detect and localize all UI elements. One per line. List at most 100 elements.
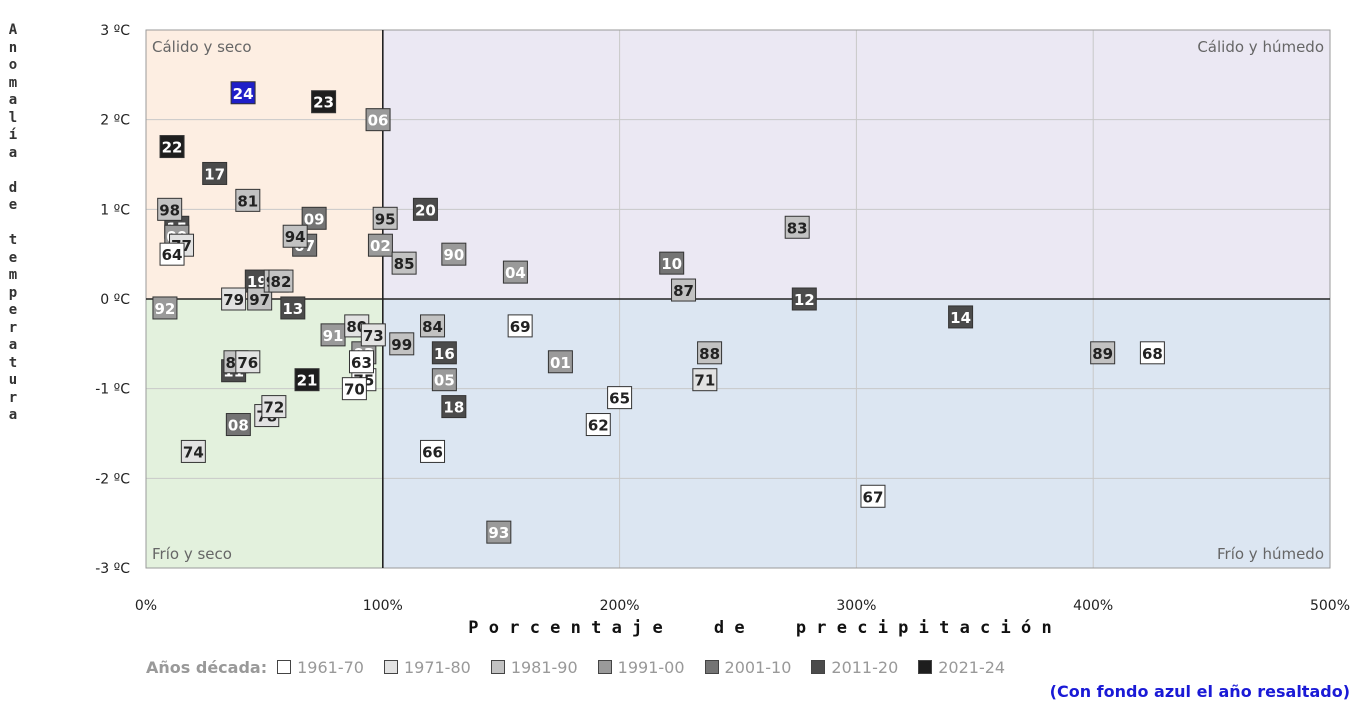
- data-point-85: 85: [391, 251, 417, 275]
- point-label: 24: [233, 85, 254, 103]
- data-point-68: 68: [1139, 341, 1165, 365]
- point-marker: [391, 251, 417, 275]
- data-point-90: 90: [441, 242, 467, 266]
- point-label: 93: [488, 524, 509, 542]
- point-label: 70: [344, 381, 365, 399]
- data-point-23: 23: [311, 90, 337, 114]
- data-point-65: 65: [607, 386, 633, 410]
- point-label: 22: [162, 139, 183, 157]
- data-point-02: 02: [367, 233, 393, 257]
- point-marker: [659, 251, 685, 275]
- point-marker: [294, 368, 320, 392]
- y-tick-label: 1 ºC: [100, 202, 130, 218]
- point-marker: [235, 350, 261, 374]
- point-marker: [152, 296, 178, 320]
- point-marker: [225, 413, 251, 437]
- y-axis-title-char: d: [8, 179, 18, 196]
- y-tick-label: -2 ºC: [95, 471, 130, 487]
- legend-swatch: [918, 660, 933, 674]
- point-marker: [365, 108, 391, 132]
- data-point-63: 63: [348, 350, 374, 374]
- data-point-66: 66: [420, 439, 446, 463]
- legend-swatch: [383, 660, 398, 674]
- point-label: 79: [223, 291, 244, 309]
- y-axis-title-char: a: [8, 144, 18, 161]
- legend-item: 1971-80: [383, 657, 471, 677]
- point-label: 05: [434, 372, 455, 390]
- point-marker: [948, 305, 974, 329]
- point-label: 97: [249, 291, 270, 309]
- legend-swatch: [704, 660, 719, 674]
- point-label: 10: [661, 255, 682, 273]
- point-label: 84: [422, 318, 443, 336]
- y-axis-title-char: o: [8, 57, 18, 73]
- y-axis-title-char: e: [8, 197, 18, 213]
- legend-item: 1961-70: [277, 658, 364, 677]
- data-point-98: 98: [157, 197, 183, 221]
- y-axis-title-char: t: [8, 354, 18, 371]
- point-label: 85: [394, 255, 415, 273]
- point-label: 88: [699, 345, 720, 363]
- point-label: 18: [443, 399, 464, 417]
- data-point-22: 22: [159, 135, 185, 159]
- data-point-21: 21: [294, 368, 320, 392]
- point-label: 13: [282, 300, 303, 318]
- point-label: 65: [609, 390, 630, 408]
- data-point-99: 99: [389, 332, 415, 356]
- y-tick-label: 0 ºC: [100, 292, 130, 308]
- point-label: 68: [1142, 345, 1163, 363]
- point-label: 74: [183, 443, 204, 461]
- data-point-10: 10: [659, 251, 685, 275]
- point-label: 76: [237, 354, 258, 372]
- y-axis-title-char: u: [8, 372, 18, 388]
- data-point-08: 08: [225, 413, 251, 437]
- point-label: 99: [391, 336, 412, 354]
- data-point-83: 83: [784, 215, 810, 239]
- point-marker: [697, 341, 723, 365]
- legend-label: 1971-80: [403, 657, 471, 677]
- point-marker: [235, 188, 261, 212]
- data-point-88: 88: [697, 341, 723, 365]
- point-label: 92: [155, 300, 176, 318]
- y-axis-title-char: l: [8, 109, 18, 126]
- y-axis-title-char: [0, 162, 26, 180]
- point-label: 90: [443, 246, 464, 264]
- point-label: 17: [204, 165, 225, 183]
- y-axis-title-char: a: [8, 92, 18, 108]
- legend-item: 2021-24: [918, 658, 1005, 677]
- data-point-95: 95: [372, 206, 398, 230]
- data-point-17: 17: [202, 161, 228, 185]
- data-point-14: 14: [948, 305, 974, 329]
- y-axis-title-char: a: [8, 337, 18, 353]
- data-point-93: 93: [486, 520, 512, 544]
- point-marker: [420, 439, 446, 463]
- data-point-81: 81: [235, 188, 261, 212]
- point-marker: [441, 242, 467, 266]
- point-label: 21: [297, 372, 318, 390]
- y-axis-title-char: m: [8, 74, 18, 91]
- quadrant-2: [146, 299, 383, 568]
- point-label: 94: [285, 228, 306, 246]
- point-marker: [230, 81, 256, 105]
- point-marker: [502, 260, 528, 284]
- point-marker: [692, 368, 718, 392]
- data-point-19: 19: [244, 269, 270, 293]
- x-axis-title: P o r c e n t a j e d e p r e c i p i t …: [468, 618, 1052, 638]
- legend-swatch: [597, 660, 612, 674]
- legend-note: (Con fondo azul el año resaltado): [1049, 682, 1350, 701]
- point-label: 64: [162, 246, 183, 264]
- legend-label: 1981-90: [510, 657, 578, 677]
- point-marker: [1090, 341, 1116, 365]
- point-marker: [791, 287, 817, 311]
- data-point-67: 67: [860, 484, 886, 508]
- point-marker: [282, 224, 308, 248]
- quadrant-label: Frío y húmedo: [1217, 545, 1324, 563]
- legend-label: 2021-24: [938, 657, 1006, 677]
- data-point-24: 24: [230, 81, 256, 105]
- point-marker: [159, 135, 185, 159]
- legend-item: 1981-90: [490, 657, 578, 677]
- point-label: 89: [1092, 345, 1113, 363]
- x-tick-label: 200%: [600, 598, 640, 614]
